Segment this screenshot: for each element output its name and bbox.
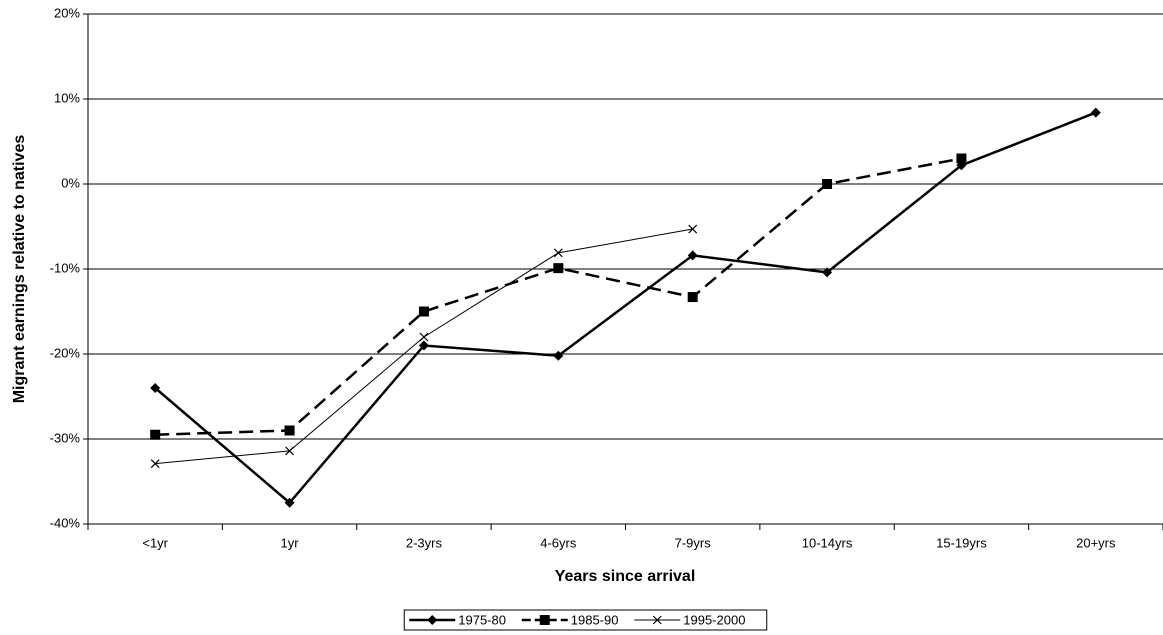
series-line (154, 111, 1097, 505)
marker (285, 446, 294, 456)
marker (284, 425, 295, 436)
marker (418, 306, 429, 317)
x-tick-label: <1yr (142, 535, 168, 550)
marker (1090, 107, 1101, 118)
legend-box (403, 609, 768, 631)
marker (539, 615, 550, 625)
legend-label: 1975-80 (458, 612, 506, 627)
y-axis-title: Migrant earnings relative to natives (11, 135, 28, 404)
legend-label: 1985-90 (571, 612, 619, 627)
y-tick-label: 20% (54, 5, 80, 20)
marker (956, 153, 967, 164)
marker (687, 292, 698, 303)
y-tick-label: 10% (54, 90, 80, 105)
legend-label: 1995-2000 (683, 612, 745, 627)
y-tick-label: -30% (50, 430, 81, 445)
x-tick-label: 10-14yrs (802, 535, 853, 550)
marker (687, 250, 698, 261)
legend: 1975-80 1985-90 1995-2000 (403, 609, 768, 631)
marker (688, 224, 698, 234)
x-tick-label: 2-3yrs (406, 535, 443, 550)
marker (150, 459, 160, 469)
marker (427, 615, 438, 625)
x-tick-label: 1yr (281, 535, 300, 550)
marker (418, 340, 429, 351)
x-tick-label: 4-6yrs (540, 535, 577, 550)
y-tick-label: 0% (61, 175, 80, 190)
x-tick-label: 7-9yrs (675, 535, 712, 550)
marker (419, 332, 429, 342)
series-line (155, 157, 962, 436)
marker (822, 267, 833, 278)
y-tick-label: -20% (50, 345, 81, 360)
y-tick-label: -10% (50, 260, 81, 275)
x-tick-label: 15-19yrs (936, 535, 987, 550)
marker (150, 429, 161, 440)
marker (284, 497, 295, 508)
marker (150, 383, 161, 393)
x-tick-label: 20+yrs (1076, 535, 1116, 550)
marker (822, 179, 833, 189)
marker (553, 350, 564, 361)
marker (652, 615, 662, 625)
y-tick-label: -40% (50, 515, 81, 530)
marker (553, 263, 564, 274)
marker (553, 248, 563, 258)
x-axis-title: Years since arrival (555, 568, 696, 585)
